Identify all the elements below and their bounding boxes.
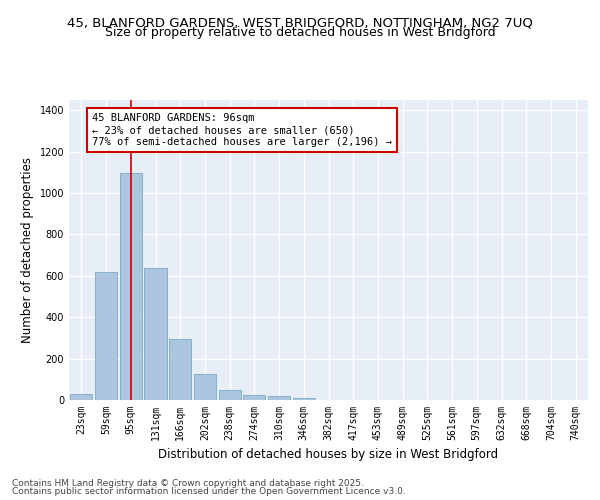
Bar (70, 394, 92, 400)
Text: Contains public sector information licensed under the Open Government Licence v3: Contains public sector information licen… (12, 487, 406, 496)
Text: 45, BLANFORD GARDENS, WEST BRIDGFORD, NOTTINGHAM, NG2 7UQ: 45, BLANFORD GARDENS, WEST BRIDGFORD, NO… (67, 16, 533, 29)
Text: 45 BLANFORD GARDENS: 96sqm
← 23% of detached houses are smaller (650)
77% of sem: 45 BLANFORD GARDENS: 96sqm ← 23% of deta… (92, 114, 392, 146)
Bar (268, 396, 290, 400)
Text: Size of property relative to detached houses in West Bridgford: Size of property relative to detached ho… (104, 26, 496, 39)
Bar (243, 395, 265, 400)
Bar (293, 398, 315, 400)
Bar (169, 339, 191, 400)
Bar (119, 174, 142, 400)
Bar (95, 272, 117, 400)
Bar (194, 374, 216, 400)
X-axis label: Distribution of detached houses by size in West Bridgford: Distribution of detached houses by size … (158, 448, 499, 462)
Bar (145, 268, 167, 400)
Bar (218, 390, 241, 400)
Y-axis label: Number of detached properties: Number of detached properties (21, 157, 34, 343)
Text: Contains HM Land Registry data © Crown copyright and database right 2025.: Contains HM Land Registry data © Crown c… (12, 478, 364, 488)
